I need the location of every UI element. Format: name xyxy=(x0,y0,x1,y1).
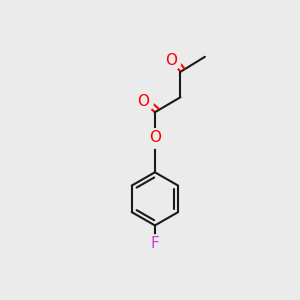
Text: O: O xyxy=(137,94,149,109)
Text: F: F xyxy=(151,236,159,251)
Text: O: O xyxy=(149,130,161,145)
Text: O: O xyxy=(165,53,177,68)
